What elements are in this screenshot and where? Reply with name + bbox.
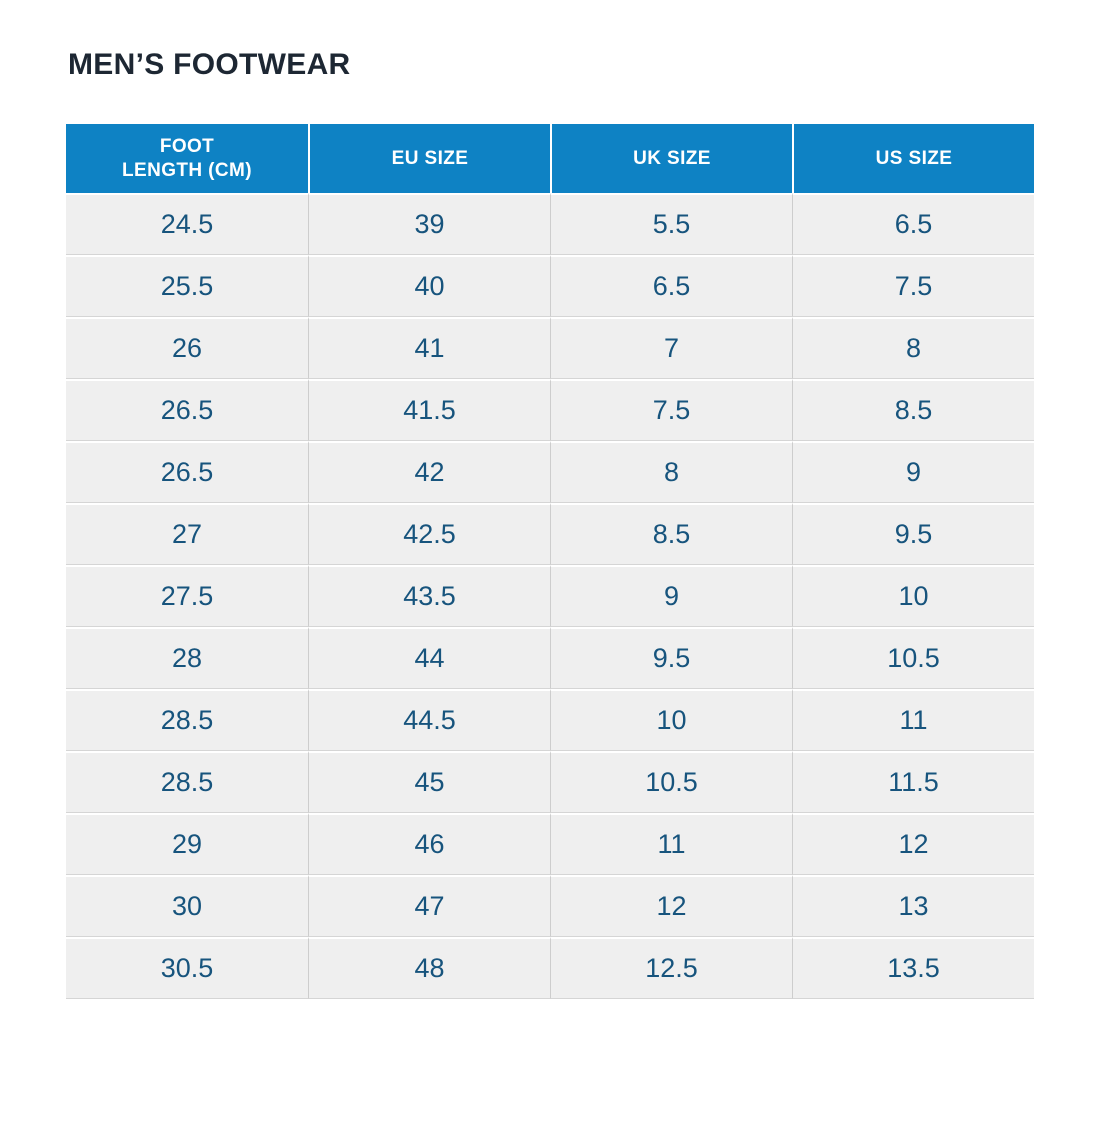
size-cell: 29 <box>66 813 308 875</box>
size-cell: 24.5 <box>66 193 308 255</box>
size-cell: 5.5 <box>550 193 792 255</box>
size-cell: 10.5 <box>550 751 792 813</box>
size-cell: 9 <box>792 441 1034 503</box>
size-cell: 42 <box>308 441 550 503</box>
size-cell: 6.5 <box>550 255 792 317</box>
column-header-foot-length: FOOT LENGTH (CM) <box>66 124 308 193</box>
size-cell: 9.5 <box>550 627 792 689</box>
column-header-us-size: US SIZE <box>792 124 1034 193</box>
size-cell: 26.5 <box>66 379 308 441</box>
column-header-eu-size: EU SIZE <box>308 124 550 193</box>
size-cell: 48 <box>308 937 550 999</box>
size-cell: 10.5 <box>792 627 1034 689</box>
column-header-uk-size: UK SIZE <box>550 124 792 193</box>
size-cell: 44.5 <box>308 689 550 751</box>
size-cell: 43.5 <box>308 565 550 627</box>
size-cell: 12.5 <box>550 937 792 999</box>
size-cell: 6.5 <box>792 193 1034 255</box>
size-cell: 39 <box>308 193 550 255</box>
size-cell: 7.5 <box>792 255 1034 317</box>
size-cell: 8 <box>550 441 792 503</box>
table-row: 26 41 7 8 <box>66 317 1034 379</box>
column-header-label: US SIZE <box>875 147 953 169</box>
size-cell: 10 <box>792 565 1034 627</box>
table-row: 29 46 11 12 <box>66 813 1034 875</box>
column-header-label: EU SIZE <box>391 147 469 169</box>
table-row: 27.5 43.5 9 10 <box>66 565 1034 627</box>
size-cell: 8 <box>792 317 1034 379</box>
table-row: 28.5 45 10.5 11.5 <box>66 751 1034 813</box>
size-cell: 7.5 <box>550 379 792 441</box>
size-table-body: 24.5 39 5.5 6.5 25.5 40 6.5 7.5 26 41 7 8 26.5 41.5 7.… <box>66 193 1034 999</box>
size-cell: 7 <box>550 317 792 379</box>
size-table-header: FOOT LENGTH (CM) EU SIZE UK SIZE US SIZE <box>66 124 1034 193</box>
table-row: 27 42.5 8.5 9.5 <box>66 503 1034 565</box>
size-cell: 41 <box>308 317 550 379</box>
table-row: 26.5 42 8 9 <box>66 441 1034 503</box>
header-row: FOOT LENGTH (CM) EU SIZE UK SIZE US SIZE <box>66 124 1034 193</box>
size-cell: 11 <box>550 813 792 875</box>
size-cell: 27 <box>66 503 308 565</box>
size-cell: 8.5 <box>550 503 792 565</box>
size-cell: 13.5 <box>792 937 1034 999</box>
table-row: 24.5 39 5.5 6.5 <box>66 193 1034 255</box>
size-cell: 45 <box>308 751 550 813</box>
size-cell: 44 <box>308 627 550 689</box>
size-cell: 42.5 <box>308 503 550 565</box>
size-cell: 8.5 <box>792 379 1034 441</box>
size-conversion-table: FOOT LENGTH (CM) EU SIZE UK SIZE US SIZE… <box>66 124 1034 999</box>
size-cell: 12 <box>550 875 792 937</box>
page-title: MEN’S FOOTWEAR <box>68 48 351 81</box>
size-cell: 28 <box>66 627 308 689</box>
size-cell: 11.5 <box>792 751 1034 813</box>
column-header-label: UK SIZE <box>633 147 711 169</box>
table-row: 30 47 12 13 <box>66 875 1034 937</box>
column-header-label: FOOT LENGTH (CM) <box>122 135 252 181</box>
size-cell: 9.5 <box>792 503 1034 565</box>
size-cell: 40 <box>308 255 550 317</box>
size-cell: 26.5 <box>66 441 308 503</box>
size-cell: 10 <box>550 689 792 751</box>
size-cell: 41.5 <box>308 379 550 441</box>
table-row: 28 44 9.5 10.5 <box>66 627 1034 689</box>
size-cell: 28.5 <box>66 689 308 751</box>
size-cell: 30 <box>66 875 308 937</box>
table-row: 30.5 48 12.5 13.5 <box>66 937 1034 999</box>
size-cell: 46 <box>308 813 550 875</box>
size-cell: 9 <box>550 565 792 627</box>
size-cell: 30.5 <box>66 937 308 999</box>
size-cell: 13 <box>792 875 1034 937</box>
table-row: 25.5 40 6.5 7.5 <box>66 255 1034 317</box>
size-cell: 27.5 <box>66 565 308 627</box>
size-cell: 28.5 <box>66 751 308 813</box>
size-guide-page: MEN’S FOOTWEAR FOOT LENGTH (CM) EU SIZE … <box>0 48 1100 1148</box>
size-cell: 12 <box>792 813 1034 875</box>
size-cell: 25.5 <box>66 255 308 317</box>
table-row: 28.5 44.5 10 11 <box>66 689 1034 751</box>
size-cell: 26 <box>66 317 308 379</box>
size-cell: 11 <box>792 689 1034 751</box>
size-cell: 47 <box>308 875 550 937</box>
table-row: 26.5 41.5 7.5 8.5 <box>66 379 1034 441</box>
